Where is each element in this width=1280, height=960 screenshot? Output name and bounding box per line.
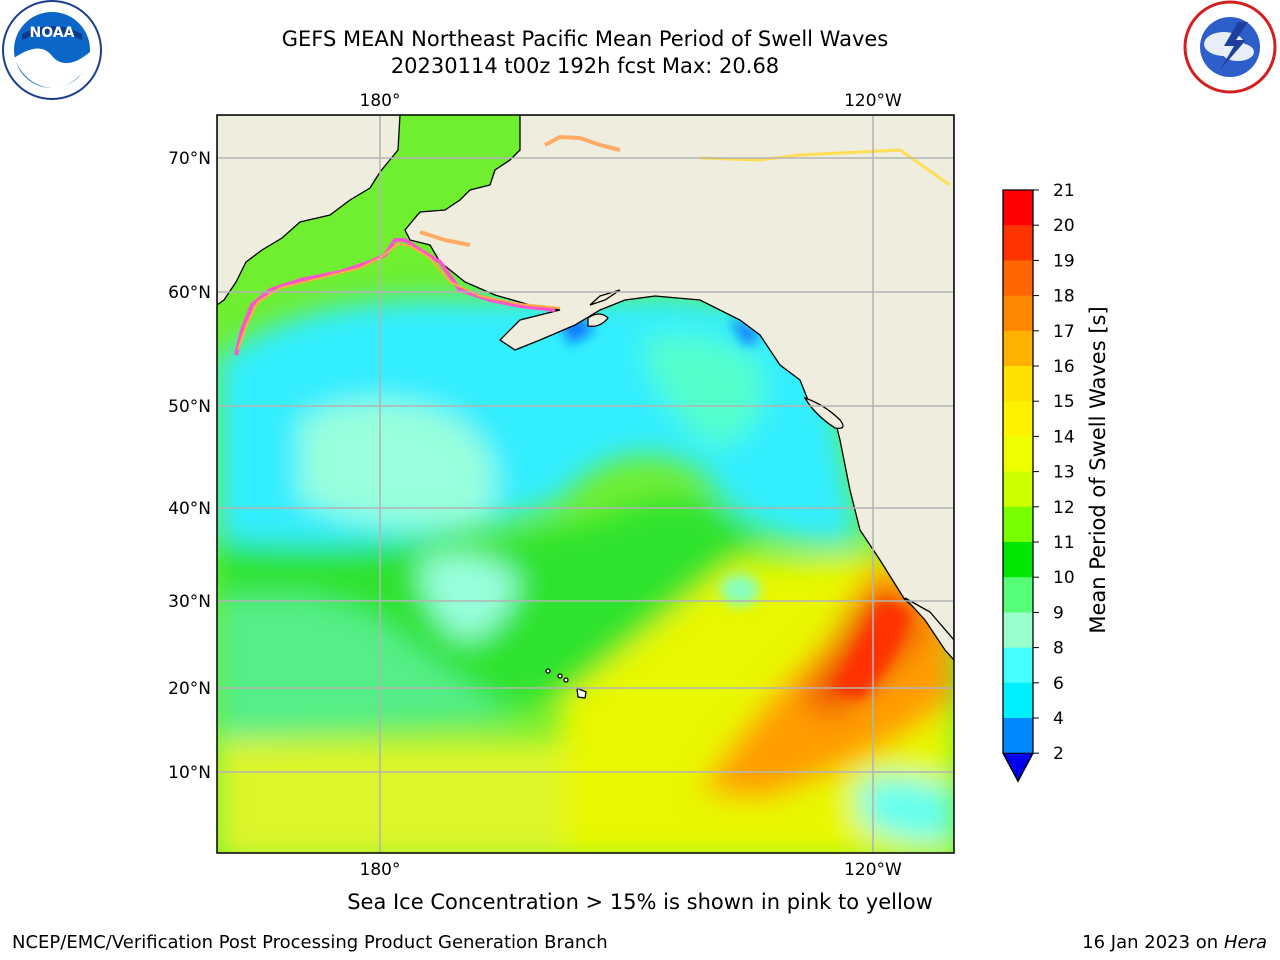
colorbar-segment xyxy=(1003,436,1033,473)
colorbar-tick-label: 11 xyxy=(1053,533,1075,553)
colorbar-segment xyxy=(1003,612,1033,649)
lat-label-10n: 10°N xyxy=(168,763,211,783)
lat-label-30n: 30°N xyxy=(168,592,211,612)
colorbar-tick-label: 12 xyxy=(1053,498,1075,518)
lon-label-bottom-180: 180° xyxy=(360,860,401,880)
map-frame xyxy=(216,114,955,854)
colorbar-segment xyxy=(1003,718,1033,754)
footer-date-text: 16 Jan 2023 on xyxy=(1082,932,1224,953)
lat-label-50n: 50°N xyxy=(168,397,211,417)
sea-ice-caption: Sea Ice Concentration > 15% is shown in … xyxy=(347,890,933,914)
colorbar-tick-label: 15 xyxy=(1053,392,1075,412)
colorbar-segment xyxy=(1003,190,1033,226)
colorbar-tick-label: 21 xyxy=(1053,181,1075,201)
colorbar-segment xyxy=(1003,647,1033,684)
colorbar-tick-label: 2 xyxy=(1053,744,1064,764)
lat-label-70n: 70°N xyxy=(168,149,211,169)
graticule xyxy=(217,115,954,853)
colorbar-tick-label: 6 xyxy=(1053,674,1064,694)
lon-label-top-180: 180° xyxy=(360,91,401,111)
lat-label-20n: 20°N xyxy=(168,679,211,699)
colorbar-segment xyxy=(1003,577,1033,613)
noaa-logo-icon: NOAA xyxy=(2,0,102,100)
colorbar-segment xyxy=(1003,260,1033,297)
colorbar-segment xyxy=(1003,471,1033,508)
nws-logo-icon xyxy=(1183,0,1277,94)
colorbar-tick-label: 8 xyxy=(1053,639,1064,659)
lat-label-40n: 40°N xyxy=(168,499,211,519)
lat-label-60n: 60°N xyxy=(168,283,211,303)
lon-label-top-120w: 120°W xyxy=(844,91,902,111)
colorbar-frame xyxy=(1002,189,1034,783)
colorbar-tick-label: 18 xyxy=(1053,287,1075,307)
footer-date: 16 Jan 2023 on Hera xyxy=(1082,932,1267,953)
colorbar-extend-arrow xyxy=(1002,752,1034,783)
colorbar-tick-label: 10 xyxy=(1053,568,1075,588)
colorbar-tick-label: 17 xyxy=(1053,322,1075,342)
colorbar-segment xyxy=(1003,401,1033,437)
colorbar-segment xyxy=(1003,506,1033,543)
noaa-logo-text: NOAA xyxy=(30,25,75,41)
colorbar: 21 20 19 18 17 16 15 14 13 12 11 10 9 8 6 4 2 xyxy=(1002,181,1075,783)
sea-ice-edge xyxy=(234,134,951,356)
colorbar-segment xyxy=(1003,295,1033,332)
colorbar-segment xyxy=(1003,225,1033,261)
colorbar-segment xyxy=(1003,366,1033,402)
colorbar-tick-label: 9 xyxy=(1053,603,1064,623)
colorbar-tick-label: 14 xyxy=(1053,427,1075,447)
chart-title: GEFS MEAN Northeast Pacific Mean Period … xyxy=(281,27,889,51)
chart-subtitle: 20230114 t00z 192h fcst Max: 20.68 xyxy=(390,54,780,78)
footer-host: Hera xyxy=(1223,932,1267,953)
footer-credit: NCEP/EMC/Verification Post Processing Pr… xyxy=(12,932,608,953)
colorbar-tick-label: 19 xyxy=(1053,251,1075,271)
map-area xyxy=(217,115,954,853)
colorbar-tick-label: 13 xyxy=(1053,463,1075,483)
colorbar-tick-label: 20 xyxy=(1053,216,1075,236)
colorbar-segment xyxy=(1003,542,1033,578)
colorbar-tick-label: 4 xyxy=(1053,709,1064,729)
colorbar-tick-label: 16 xyxy=(1053,357,1075,377)
colorbar-segment xyxy=(1003,330,1033,367)
colorbar-segment xyxy=(1003,682,1033,719)
land-masses xyxy=(217,115,954,699)
lon-label-bottom-120w: 120°W xyxy=(844,860,902,880)
colorbar-label: Mean Period of Swell Waves [s] xyxy=(1086,306,1110,633)
